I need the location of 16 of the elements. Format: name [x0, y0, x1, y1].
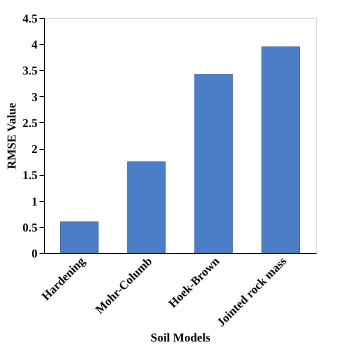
y-tick-label: 3.5 [22, 64, 38, 78]
bar [127, 161, 166, 254]
y-tick-label: 3 [32, 90, 38, 104]
y-tick-label: 4.5 [22, 12, 38, 26]
bar [194, 74, 233, 254]
y-tick-label: 2 [32, 142, 38, 156]
y-axis-title: RMSE Value [4, 102, 18, 170]
y-tick-label: 2.5 [22, 116, 38, 130]
bar [261, 46, 300, 254]
y-tick-label: 0 [32, 246, 38, 260]
y-tick-label: 0.5 [22, 220, 38, 234]
y-tick-label: 1 [32, 194, 38, 208]
bar [60, 221, 99, 254]
y-tick-label: 1.5 [22, 168, 38, 182]
x-axis-title: Soil Models [150, 330, 211, 345]
y-tick-label: 4 [32, 38, 38, 52]
